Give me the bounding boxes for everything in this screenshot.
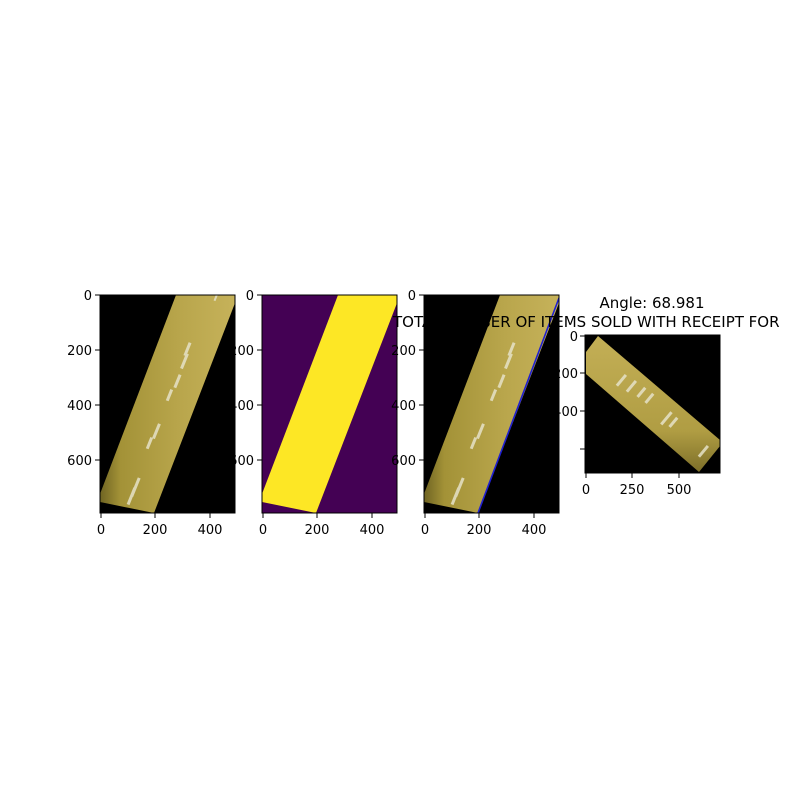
panel-4-y-tick-labels: 0 200 400 <box>553 330 578 420</box>
panel-3-ytick-label: 600 <box>391 454 416 469</box>
panel-3-xtick-label: 400 <box>522 523 547 538</box>
mask-region <box>262 295 397 513</box>
panel-1-xtick-label: 200 <box>143 523 168 538</box>
panel-3-ytick-label: 0 <box>408 289 416 304</box>
panel-4-ytick-label: 0 <box>570 330 578 345</box>
panel-3-y-ticks <box>419 294 424 461</box>
panel-3-frame <box>423 294 560 514</box>
bar-engravings <box>450 342 516 506</box>
panel-2-xtick-label: 0 <box>259 523 267 538</box>
panel-2-x-ticks <box>262 513 373 518</box>
gold-bar <box>424 295 559 513</box>
panel-2-y-ticks <box>257 294 262 461</box>
panel-4-xtick-label: 500 <box>667 483 692 498</box>
panel-3-x-ticks <box>424 513 535 518</box>
panel-1-x-ticks <box>100 513 211 518</box>
panel-3-ytick-label: 400 <box>391 399 416 414</box>
panel-3-y-tick-labels: 0 200 400 600 <box>391 289 416 469</box>
panel-4-ytick-label: 200 <box>553 367 578 382</box>
gold-bar-rotated <box>586 336 720 472</box>
panel-4-title: Angle: 68.981 <box>600 294 705 312</box>
panel-1-y-ticks <box>95 294 100 461</box>
panel-2-ytick-label: 400 <box>229 399 254 414</box>
panel-3-xtick-label: 0 <box>421 523 429 538</box>
panel-1-ytick-label: 200 <box>67 344 92 359</box>
panel-2-ytick-label: 200 <box>229 344 254 359</box>
panel-rotated-result: Angle: 68.981 0 250 <box>580 294 721 498</box>
panel-1-ytick-label: 0 <box>84 289 92 304</box>
panel-2-y-tick-labels: 0 200 400 600 <box>229 289 254 469</box>
panel-2-xtick-label: 200 <box>305 523 330 538</box>
overlay-text: TOTAL NUMBER OF ITEMS SOLD WITH RECEIPT … <box>392 313 780 331</box>
panel-2-frame <box>261 294 398 514</box>
panel-3-xtick-label: 200 <box>467 523 492 538</box>
panel-photo-with-fitted-edge: 0 200 400 <box>419 294 560 538</box>
fitted-edge-line <box>477 297 559 513</box>
panel-4-ytick-label: 400 <box>553 405 578 420</box>
panel-2-ytick-label: 0 <box>246 289 254 304</box>
panel-1-ytick-label: 600 <box>67 454 92 469</box>
bar-engravings <box>126 295 219 506</box>
bar-engravings <box>615 373 710 458</box>
panel-4-frame <box>584 334 721 474</box>
panel-1-ytick-label: 400 <box>67 399 92 414</box>
panel-segmentation-mask: 0 200 400 <box>257 294 398 538</box>
panel-3-ytick-label: 200 <box>391 344 416 359</box>
panel-original-photo: 0 200 400 0 200 400 600 <box>67 289 236 538</box>
panel-4-xtick-label: 250 <box>620 483 645 498</box>
gold-bar <box>100 295 235 513</box>
panel-2-xtick-label: 400 <box>360 523 385 538</box>
panel-4-x-ticks <box>585 473 680 478</box>
panel-1-xtick-label: 400 <box>198 523 223 538</box>
panel-1-xtick-label: 0 <box>97 523 105 538</box>
panel-4-y-ticks <box>580 335 585 450</box>
panel-1-frame <box>99 294 236 514</box>
panel-4-xtick-label: 0 <box>582 483 590 498</box>
panel-2-ytick-label: 600 <box>229 454 254 469</box>
